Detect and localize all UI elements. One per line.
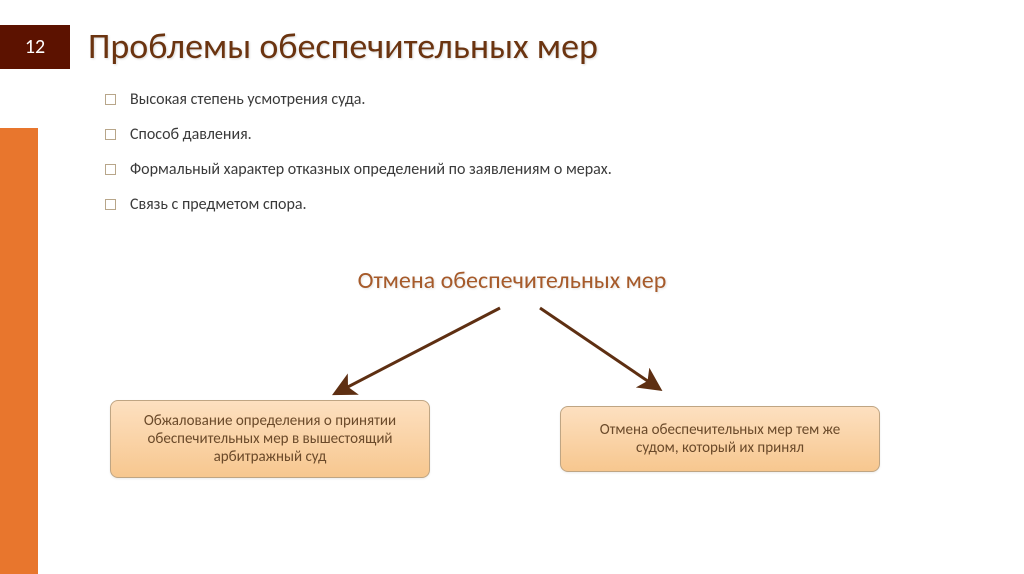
slide-number: 12 xyxy=(25,35,45,59)
bullet-text: Связь с предметом спора. xyxy=(130,195,307,214)
diagram-box-right: Отмена обеспечительных мер тем же судом,… xyxy=(560,406,880,472)
box-right-text: Отмена обеспечительных мер тем же судом,… xyxy=(579,421,861,457)
arrows-svg xyxy=(210,296,810,406)
list-item: Высокая степень усмотрения суда. xyxy=(105,90,905,109)
diagram-box-left: Обжалование определения о принятии обесп… xyxy=(110,400,430,478)
page-title: Проблемы обеспечительных мер xyxy=(88,24,598,68)
box-left-text: Обжалование определения о принятии обесп… xyxy=(129,412,411,466)
bullet-text: Формальный характер отказных определений… xyxy=(130,160,612,179)
diagram: Обжалование определения о принятии обесп… xyxy=(0,290,1024,570)
list-item: Способ давления. xyxy=(105,125,905,144)
list-item: Связь с предметом спора. xyxy=(105,195,905,214)
arrow-left xyxy=(340,308,500,391)
slide-number-box: 12 xyxy=(0,25,70,69)
arrow-right xyxy=(540,308,655,386)
bullet-text: Способ давления. xyxy=(130,125,252,144)
bullet-text: Высокая степень усмотрения суда. xyxy=(130,90,365,109)
list-item: Формальный характер отказных определений… xyxy=(105,160,905,179)
bullet-square-icon xyxy=(105,129,116,140)
bullet-square-icon xyxy=(105,199,116,210)
bullet-square-icon xyxy=(105,94,116,105)
bullet-square-icon xyxy=(105,164,116,175)
bullet-list: Высокая степень усмотрения суда. Способ … xyxy=(105,90,905,230)
